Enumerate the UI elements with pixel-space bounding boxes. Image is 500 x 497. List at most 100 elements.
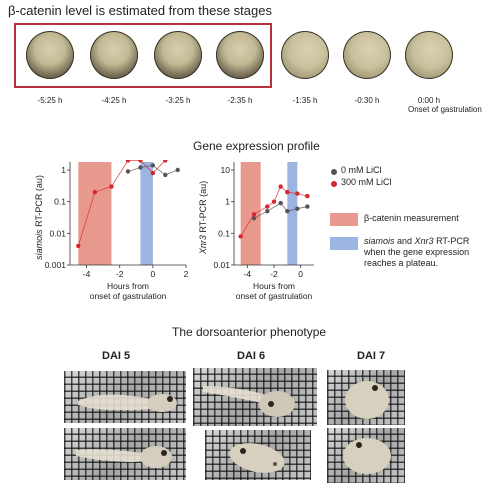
legend-rtpcr-and: and (394, 236, 415, 246)
legend-rtpcr-line2: when the gene expression (364, 247, 470, 257)
data-point (138, 165, 143, 170)
y-axis-label: siamois RT-PCR (au) (34, 175, 44, 260)
y-tick-label: 1 (225, 197, 230, 207)
data-point (265, 208, 270, 214)
x-tick-label: -2 (116, 269, 124, 279)
data-point (285, 189, 290, 195)
stage-time-label: 0:00 h (417, 96, 441, 105)
data-point (305, 204, 310, 209)
y-tick-label: 0.1 (54, 197, 66, 207)
dai6-photo-top (193, 368, 317, 426)
legend-beta-label: β-catenin measurement (364, 213, 459, 223)
y-tick-label: 1 (61, 165, 66, 175)
y-axis-label-gene: siamois (34, 229, 44, 260)
stage-time-label: -2:35 h (227, 96, 253, 105)
dai7-photo-bottom (327, 428, 405, 483)
dai5-photo-bottom (64, 428, 186, 480)
data-point (125, 160, 131, 163)
embryo-stage-3 (150, 27, 206, 83)
x-tick-label: -4 (244, 269, 252, 279)
stage-time-label: -1:35 h (292, 96, 318, 105)
embryo-image (90, 31, 138, 79)
x-tick-label: -2 (270, 269, 278, 279)
data-point (150, 170, 156, 176)
legend-rtpcr-line1: siamois and Xnr3 RT-PCR (364, 236, 469, 246)
x-axis-label-line1: Hours from (107, 281, 149, 291)
embryo-image (26, 31, 74, 79)
data-point (175, 167, 180, 173)
data-point (295, 206, 300, 211)
dai6-photo-bottom (205, 430, 311, 480)
data-point (251, 212, 257, 217)
legend-licl-marker (331, 181, 337, 187)
data-point (150, 163, 156, 168)
data-point (109, 184, 114, 189)
embryo-image (281, 31, 329, 79)
data-point (278, 200, 283, 206)
data-point (295, 191, 300, 196)
embryo-image (216, 31, 264, 79)
data-point (138, 160, 143, 163)
legend-control-label: 0 mM LiCl (341, 165, 382, 175)
profile-title: Gene expression profile (193, 139, 320, 153)
embryo-stage-1 (22, 27, 78, 83)
y-tick-label: 0.1 (218, 228, 230, 238)
legend-rtpcr-gene1: siamois (364, 236, 395, 246)
embryo-stage-4 (212, 27, 268, 83)
legend-beta-swatch (330, 213, 358, 226)
x-tick-label: -4 (83, 269, 91, 279)
data-point (163, 160, 168, 163)
data-point (278, 184, 283, 189)
stage-time-label: -3:25 h (165, 96, 191, 105)
data-point (125, 169, 131, 174)
legend-control-marker (331, 169, 337, 175)
y-axis-label-unit: RT-PCR (au) (198, 181, 208, 235)
x-tick-label: 0 (150, 269, 155, 279)
stage-time-label: -0:30 h (354, 96, 380, 105)
dai7-label: DAI 7 (357, 350, 386, 362)
y-tick-label: 0.01 (213, 260, 230, 270)
legend-rtpcr-gene2: Xnr3 (414, 236, 434, 246)
dai6-label: DAI 6 (237, 350, 266, 362)
shaded-region (240, 162, 261, 265)
y-tick-label: 0.001 (45, 260, 67, 270)
data-point (305, 193, 310, 199)
embryo-image (343, 31, 391, 79)
y-axis-label-gene: Xnr3 (198, 235, 208, 255)
shaded-region (78, 162, 112, 265)
stage-time-label: -5:25 h (37, 96, 63, 105)
data-point (76, 243, 81, 249)
legend-rtpcr-rest: RT-PCR (433, 236, 470, 246)
embryo-stage-2 (86, 27, 142, 83)
y-axis-label-unit: RT-PCR (au) (34, 175, 44, 229)
y-axis-label: Xnr3 RT-PCR (au) (198, 181, 208, 255)
x-tick-label: 0 (298, 269, 303, 279)
data-point (238, 234, 243, 239)
data-point (251, 216, 257, 221)
embryo-image (405, 31, 453, 79)
embryo-stage-6 (339, 27, 395, 83)
legend-licl-label: 300 mM LiCl (341, 177, 392, 187)
shaded-region (140, 162, 153, 265)
y-tick-label: 10 (221, 165, 231, 175)
stages-title: β-catenin level is estimated from these … (8, 3, 272, 18)
data-point (163, 172, 168, 178)
x-axis-label-line2: onset of gastrulation (236, 291, 313, 301)
embryo-image (154, 31, 202, 79)
dai5-label: DAI 5 (102, 350, 131, 362)
stage-time-label: -4:25 h (101, 96, 127, 105)
data-point (92, 189, 98, 195)
x-tick-label: 2 (184, 269, 189, 279)
beta-catenin-stage-box (14, 23, 272, 88)
y-tick-label: 0.01 (49, 228, 66, 238)
dai5-photo-top (64, 371, 186, 423)
x-axis-label-line2: onset of gastrulation (90, 291, 167, 301)
phenotype-title: The dorsoanterior phenotype (172, 325, 327, 339)
x-axis-label-line1: Hours from (253, 281, 295, 291)
data-point (271, 199, 277, 204)
data-point (265, 204, 270, 209)
legend-rtpcr-line3: reaches a plateau. (364, 258, 439, 268)
data-point (285, 208, 290, 214)
